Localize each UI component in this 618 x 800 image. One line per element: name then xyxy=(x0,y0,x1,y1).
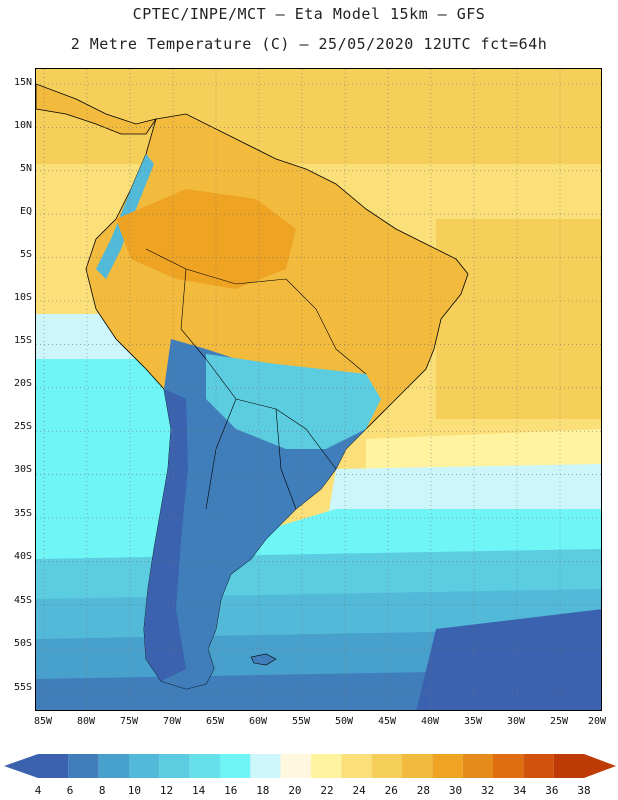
colorbar-label: 26 xyxy=(384,784,398,797)
colorbar-cell xyxy=(129,754,160,778)
lat-label: 10N xyxy=(13,120,32,131)
lon-label: 80W xyxy=(76,716,96,727)
temperature-colorbar xyxy=(4,754,616,778)
lon-label: 20W xyxy=(587,716,607,727)
colorbar-label: 18 xyxy=(256,784,270,797)
colorbar-label: 14 xyxy=(191,784,206,797)
colorbar-cell xyxy=(402,754,433,778)
lat-label: 10S xyxy=(13,292,32,303)
andes-cold xyxy=(144,389,188,681)
colorbar-label: 6 xyxy=(66,784,74,797)
temperature-map xyxy=(35,68,602,711)
colorbar-label: 36 xyxy=(545,784,559,797)
lat-label: 45S xyxy=(13,595,32,606)
central-america-land xyxy=(36,83,157,135)
ocean-pacific-band xyxy=(36,359,176,519)
colorbar-cell xyxy=(68,754,99,778)
lat-label: 50S xyxy=(13,638,32,649)
lat-label: 5N xyxy=(19,163,32,174)
ocean-cold-south xyxy=(416,609,601,710)
colorbar-cell xyxy=(523,754,554,778)
lon-label: 25W xyxy=(549,716,569,727)
lon-label: 85W xyxy=(33,716,53,727)
lon-label: 70W xyxy=(162,716,182,727)
colorbar-cell xyxy=(189,754,220,778)
colorbar-cell xyxy=(159,754,190,778)
colorbar-label: 22 xyxy=(320,784,334,797)
lat-label: 35S xyxy=(13,508,32,519)
lon-label: 60W xyxy=(248,716,268,727)
colorbar-cell xyxy=(311,754,342,778)
lon-label: 55W xyxy=(291,716,311,727)
colorbar-cell xyxy=(432,754,463,778)
lon-label: 75W xyxy=(119,716,139,727)
colorbar-cell xyxy=(250,754,281,778)
lat-label: 25S xyxy=(13,421,32,432)
colorbar-left-arrow xyxy=(4,754,38,778)
colorbar-label: 32 xyxy=(481,784,495,797)
lon-label: 40W xyxy=(420,716,440,727)
colorbar-label: 20 xyxy=(288,784,302,797)
colorbar-label: 10 xyxy=(127,784,141,797)
lat-label: 55S xyxy=(13,682,32,693)
colorbar-label: 34 xyxy=(513,784,527,797)
colorbar-label: 16 xyxy=(224,784,238,797)
colorbar-label: 8 xyxy=(98,784,106,797)
colorbar-cell xyxy=(462,754,493,778)
lon-label: 35W xyxy=(463,716,483,727)
colorbar-cell xyxy=(280,754,311,778)
colorbar-cell xyxy=(38,754,69,778)
country-borders xyxy=(145,248,367,510)
map-subtitle: 2 Metre Temperature (C) – 25/05/2020 12U… xyxy=(70,35,548,53)
lon-label: 65W xyxy=(205,716,225,727)
colorbar-cell xyxy=(493,754,524,778)
lat-label: 15N xyxy=(13,77,32,88)
colorbar-label: 4 xyxy=(34,784,42,797)
lon-label: 30W xyxy=(506,716,526,727)
falkland-islands xyxy=(250,653,277,666)
map-title: CPTEC/INPE/MCT – Eta Model 15km – GFS xyxy=(132,5,486,23)
colorbar-cell xyxy=(371,754,402,778)
colorbar-cell xyxy=(220,754,251,778)
lat-label: 20S xyxy=(13,378,32,389)
colorbar-label: 38 xyxy=(577,784,591,797)
lat-label: 40S xyxy=(13,551,32,562)
colorbar-cell xyxy=(341,754,372,778)
colorbar-cell xyxy=(553,754,584,778)
colorbar-label: 24 xyxy=(352,784,366,797)
colorbar-cells xyxy=(38,754,584,778)
colorbar-label: 12 xyxy=(159,784,174,797)
lat-label: 30S xyxy=(13,464,32,475)
lat-label: 5S xyxy=(19,249,32,260)
colorbar-label: 28 xyxy=(416,784,431,797)
amazon-warm xyxy=(116,189,296,289)
ocean-warm-north xyxy=(36,69,601,164)
lon-label: 45W xyxy=(377,716,397,727)
lat-label: 15S xyxy=(13,335,32,346)
graticule xyxy=(36,69,601,710)
lon-label: 50W xyxy=(334,716,354,727)
lat-label: EQ xyxy=(19,206,32,217)
ocean-warm-atlantic xyxy=(436,219,601,419)
colorbar-right-arrow xyxy=(584,754,616,778)
colorbar-cell xyxy=(98,754,129,778)
brazil-interior-cool xyxy=(206,354,381,449)
colorbar-label: 30 xyxy=(448,784,463,797)
